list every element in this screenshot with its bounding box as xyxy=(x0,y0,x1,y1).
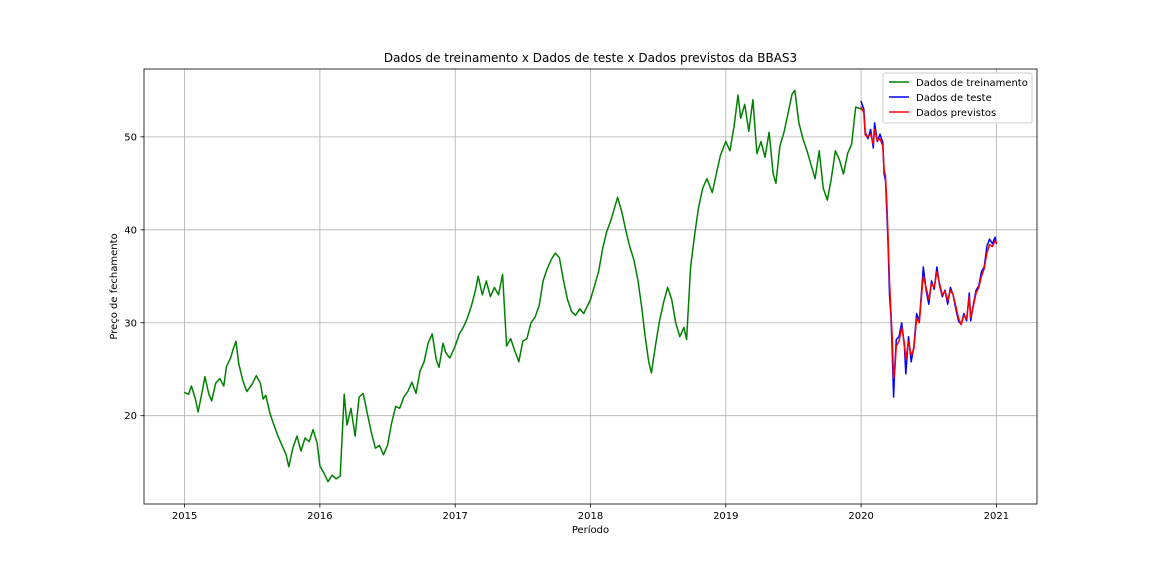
x-tick-label: 2017 xyxy=(442,511,467,522)
ticks: 2015 2016 2017 2018 2019 2020 2021 20 30 40 50 xyxy=(124,132,1009,522)
x-tick-label: 2020 xyxy=(848,511,873,522)
series-line-previstos xyxy=(860,106,998,380)
y-tick-label: 40 xyxy=(124,225,137,236)
x-axis-label: Período xyxy=(572,524,609,536)
y-tick-label: 20 xyxy=(124,411,137,422)
legend-box xyxy=(882,72,1033,124)
legend-label-teste: Dados de teste xyxy=(916,93,992,104)
legend: Dados de treinamento Dados de teste Dado… xyxy=(882,72,1033,124)
x-tick-label: 2019 xyxy=(713,511,738,522)
x-tick-label: 2015 xyxy=(172,511,197,522)
y-tick-label: 50 xyxy=(124,132,137,143)
x-tick-label: 2018 xyxy=(578,511,603,522)
chart-title: Dados de treinamento x Dados de teste x … xyxy=(384,51,797,65)
legend-label-treinamento: Dados de treinamento xyxy=(916,78,1028,89)
series-line-treinamento xyxy=(183,89,862,483)
x-tick-label: 2021 xyxy=(984,511,1009,522)
x-tick-label: 2016 xyxy=(307,511,332,522)
series-layer xyxy=(183,89,998,483)
y-axis-label: Preço de fechamento xyxy=(109,233,120,339)
legend-label-previstos: Dados previstos xyxy=(916,108,996,119)
y-tick-label: 30 xyxy=(124,318,137,329)
